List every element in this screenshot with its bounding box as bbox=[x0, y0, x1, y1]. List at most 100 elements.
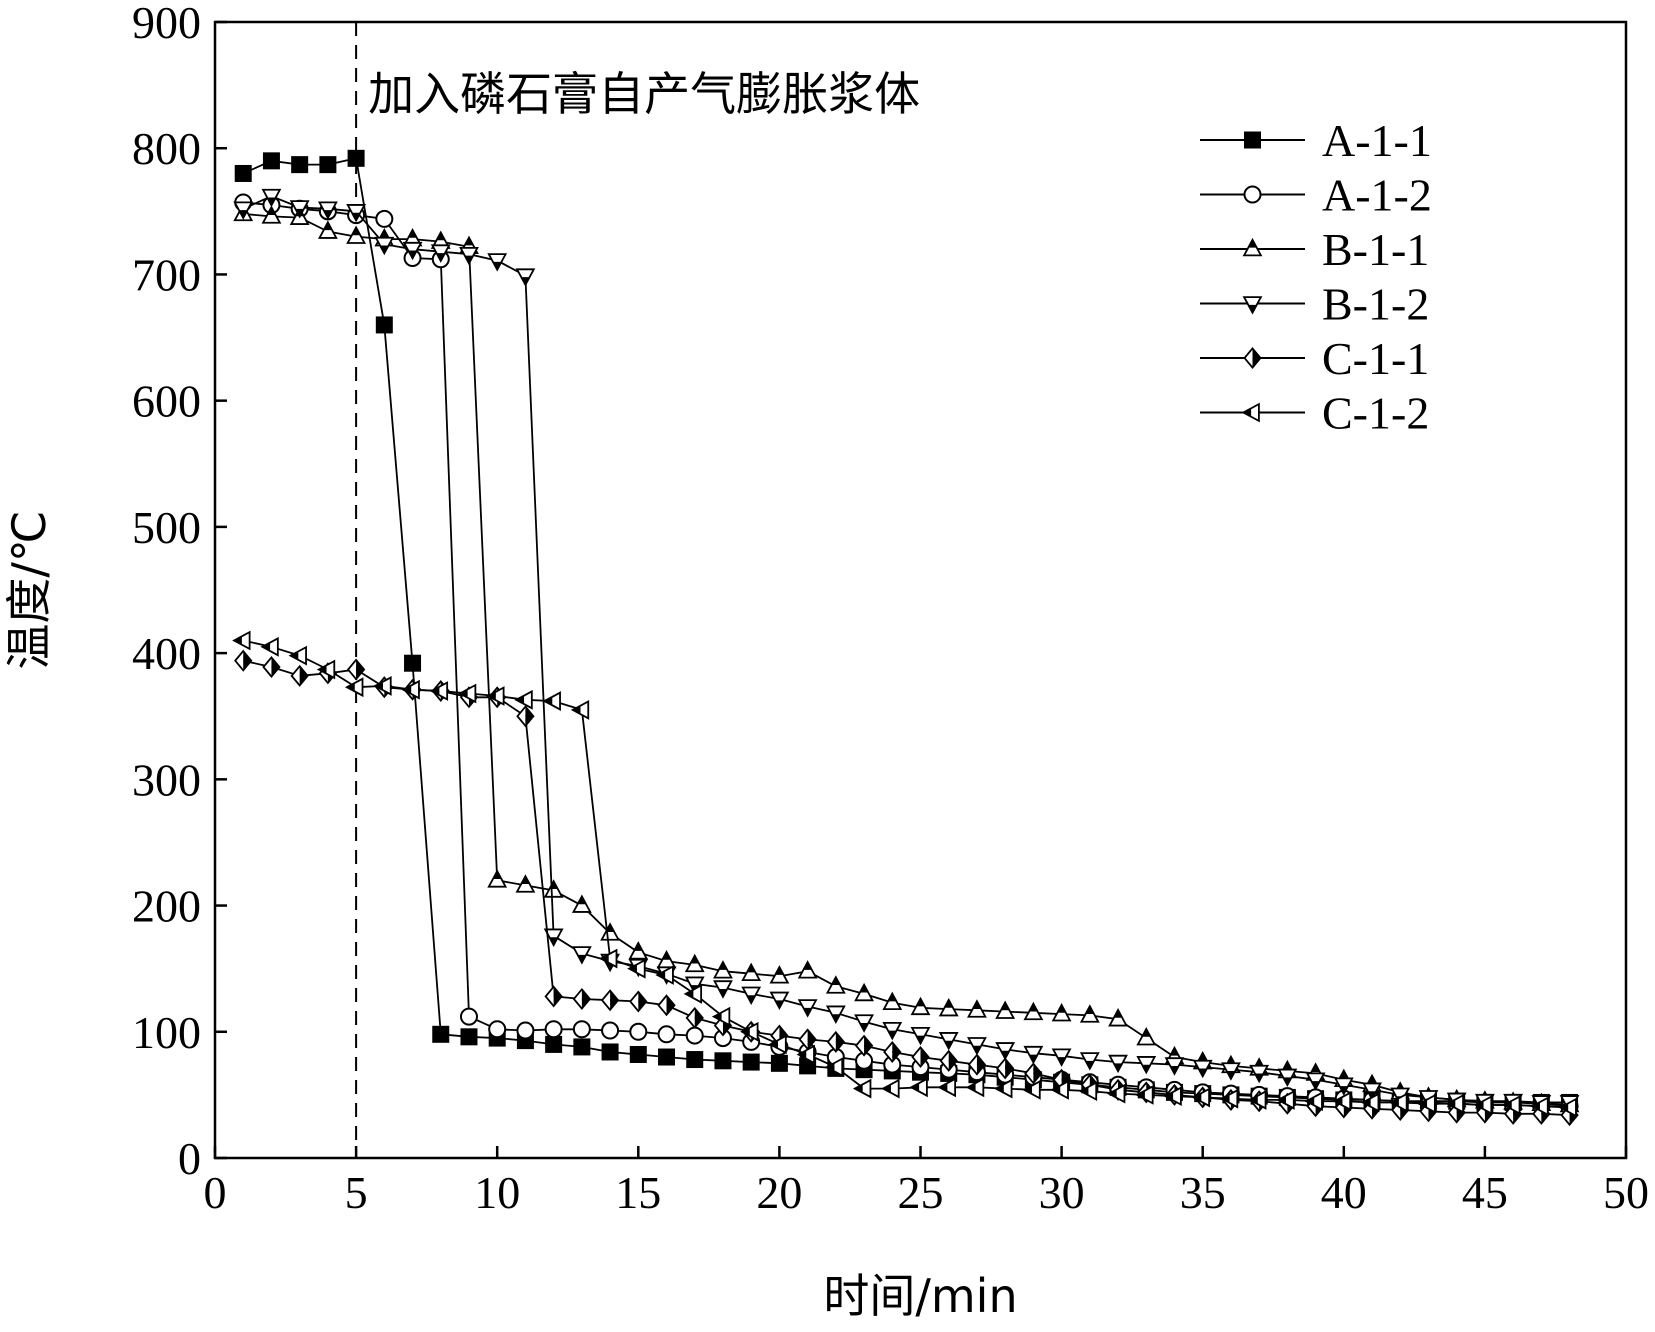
data-point-A-1-2 bbox=[572, 1020, 591, 1039]
data-point-B-1-1 bbox=[515, 874, 536, 893]
data-point-B-1-2 bbox=[825, 1005, 846, 1024]
data-point-C-1-1 bbox=[826, 1030, 846, 1053]
data-point-B-1-2 bbox=[797, 999, 818, 1018]
data-point-A-1-1 bbox=[545, 1035, 563, 1053]
data-point-C-1-2 bbox=[514, 689, 533, 710]
data-point-A-1-2 bbox=[629, 1022, 648, 1041]
data-point-A-1-1 bbox=[742, 1053, 760, 1071]
legend-item-B-1-1: B-1-1 bbox=[1200, 224, 1429, 275]
data-point-A-1-1 bbox=[686, 1051, 704, 1069]
data-point-A-1-1 bbox=[573, 1038, 591, 1056]
data-point-C-1-2 bbox=[542, 691, 561, 711]
data-point-C-1-1 bbox=[657, 994, 676, 1017]
data-point-B-1-2 bbox=[1249, 1064, 1270, 1084]
data-point-C-1-2 bbox=[288, 645, 307, 666]
legend-label: A-1-2 bbox=[1322, 170, 1432, 221]
data-point-B-1-2 bbox=[1023, 1045, 1044, 1065]
x-tick-label: 0 bbox=[204, 1167, 227, 1218]
data-point-C-1-2 bbox=[1078, 1081, 1098, 1102]
x-tick-label: 10 bbox=[474, 1167, 520, 1218]
data-point-C-1-2 bbox=[1191, 1087, 1210, 1108]
data-point-C-1-2 bbox=[711, 1006, 731, 1027]
data-point-B-1-2 bbox=[261, 188, 282, 208]
y-tick-label: 100 bbox=[132, 1007, 201, 1058]
legend-label: C-1-2 bbox=[1322, 388, 1429, 439]
data-point-B-1-2 bbox=[1079, 1052, 1100, 1071]
data-point-B-1-1 bbox=[487, 869, 508, 888]
data-point-B-1-1 bbox=[600, 922, 620, 941]
data-point-C-1-1 bbox=[911, 1046, 930, 1069]
data-point-B-1-1 bbox=[967, 999, 987, 1018]
legend-item-A-1-1: A-1-1 bbox=[1200, 115, 1432, 166]
data-point-A-1-1 bbox=[658, 1048, 676, 1066]
data-point-A-1-1 bbox=[601, 1043, 619, 1061]
data-point-B-1-2 bbox=[882, 1021, 903, 1041]
series-layer bbox=[232, 149, 1580, 1127]
data-point-C-1-2 bbox=[683, 984, 703, 1004]
data-point-B-1-1 bbox=[1108, 1008, 1128, 1027]
data-point-A-1-1 bbox=[262, 152, 280, 170]
data-point-B-1-1 bbox=[797, 960, 818, 979]
legend-item-C-1-1: C-1-1 bbox=[1200, 333, 1429, 384]
data-point-C-1-1 bbox=[572, 987, 592, 1010]
data-point-C-1-2 bbox=[937, 1077, 957, 1098]
y-tick-label: 300 bbox=[132, 754, 201, 805]
data-point-C-1-1 bbox=[516, 705, 535, 728]
data-point-C-1-1 bbox=[290, 664, 309, 687]
data-point-C-1-2 bbox=[824, 1057, 844, 1078]
data-point-B-1-2 bbox=[1108, 1054, 1128, 1074]
legend-item-C-1-2: C-1-2 bbox=[1200, 388, 1429, 439]
data-point-B-1-2 bbox=[346, 204, 367, 223]
data-point-A-1-1 bbox=[404, 654, 422, 672]
data-point-C-1-2 bbox=[1022, 1079, 1041, 1100]
data-point-C-1-2 bbox=[909, 1077, 928, 1098]
data-point-C-1-2 bbox=[1473, 1095, 1493, 1115]
data-point-C-1-2 bbox=[965, 1077, 985, 1098]
data-point-C-1-2 bbox=[1106, 1083, 1126, 1104]
data-point-C-1-1 bbox=[685, 1006, 704, 1029]
x-tick-label: 35 bbox=[1180, 1167, 1226, 1218]
data-point-B-1-1 bbox=[995, 1000, 1016, 1019]
data-point-B-1-2 bbox=[402, 241, 423, 261]
data-point-B-1-2 bbox=[1192, 1059, 1213, 1079]
data-point-C-1-2 bbox=[486, 686, 505, 706]
data-point-B-1-1 bbox=[741, 962, 762, 982]
data-point-B-1-2 bbox=[1221, 1062, 1241, 1081]
y-tick-label: 900 bbox=[132, 0, 201, 48]
data-point-B-1-2 bbox=[1136, 1056, 1157, 1075]
data-point-A-1-1 bbox=[714, 1052, 732, 1070]
data-point-B-1-1 bbox=[882, 991, 903, 1011]
data-point-B-1-2 bbox=[233, 201, 254, 220]
data-point-C-1-2 bbox=[1304, 1091, 1323, 1112]
data-point-B-1-2 bbox=[487, 253, 508, 272]
data-point-C-1-1 bbox=[544, 985, 563, 1008]
data-point-B-1-1 bbox=[769, 965, 790, 984]
data-point-B-1-2 bbox=[854, 1014, 874, 1033]
data-point-A-1-2 bbox=[657, 1025, 676, 1044]
data-point-B-1-1 bbox=[1023, 1001, 1044, 1021]
legend-marker bbox=[1242, 237, 1263, 257]
data-point-B-1-2 bbox=[374, 236, 395, 256]
legend-label: B-1-2 bbox=[1322, 279, 1429, 330]
data-point-B-1-1 bbox=[1051, 1003, 1072, 1022]
data-point-C-1-1 bbox=[967, 1053, 987, 1076]
data-point-C-1-2 bbox=[1502, 1095, 1521, 1115]
data-point-B-1-1 bbox=[346, 225, 367, 244]
data-point-C-1-2 bbox=[655, 965, 674, 985]
data-point-A-1-1 bbox=[770, 1054, 788, 1072]
data-point-C-1-1 bbox=[1024, 1062, 1043, 1085]
data-point-C-1-1 bbox=[346, 658, 366, 681]
data-point-B-1-2 bbox=[1051, 1048, 1072, 1067]
data-point-B-1-2 bbox=[317, 201, 338, 220]
data-point-A-1-1 bbox=[319, 156, 337, 174]
data-point-A-1-2 bbox=[459, 1007, 478, 1026]
x-tick-label: 15 bbox=[615, 1167, 661, 1218]
data-point-B-1-1 bbox=[825, 975, 846, 994]
data-point-C-1-1 bbox=[883, 1040, 902, 1063]
data-point-A-1-2 bbox=[375, 209, 394, 228]
series-C-1-1 bbox=[234, 649, 1579, 1127]
data-point-C-1-2 bbox=[1219, 1088, 1239, 1109]
data-point-B-1-1 bbox=[938, 997, 959, 1017]
data-point-C-1-2 bbox=[316, 659, 336, 680]
data-point-B-1-2 bbox=[571, 946, 592, 965]
